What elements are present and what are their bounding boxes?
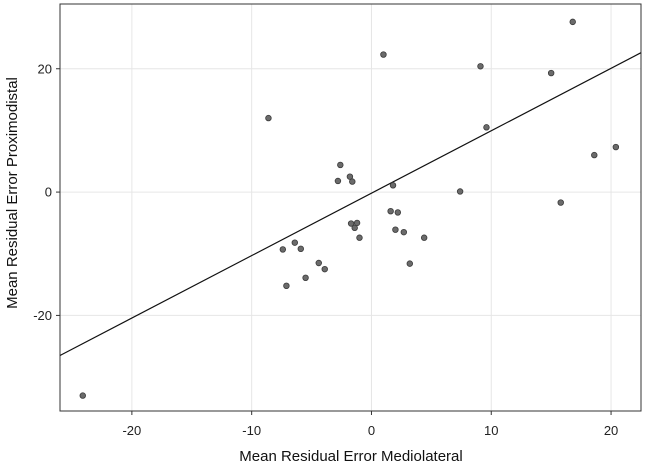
y-axis: -20 0 20 xyxy=(33,61,60,323)
data-point xyxy=(347,220,355,227)
data-point xyxy=(380,51,387,58)
data-point xyxy=(291,239,298,246)
data-point xyxy=(302,274,309,281)
data-point xyxy=(387,207,394,215)
data-point xyxy=(315,259,322,267)
data-point xyxy=(334,177,342,185)
data-point xyxy=(353,219,361,227)
y-axis-title: Mean Residual Error Proximodistal xyxy=(4,77,21,309)
data-point xyxy=(321,265,328,273)
data-point xyxy=(557,199,564,206)
data-point xyxy=(349,178,356,185)
data-point xyxy=(400,228,408,236)
regression-line xyxy=(59,52,642,357)
data-point xyxy=(547,69,555,77)
x-tick-label: 10 xyxy=(484,423,498,438)
data-point xyxy=(351,224,358,232)
data-point xyxy=(420,234,428,241)
data-point xyxy=(79,392,86,399)
x-tick-label: 20 xyxy=(604,423,618,438)
data-points xyxy=(79,18,620,399)
x-tick-label: 0 xyxy=(368,423,375,438)
data-point xyxy=(569,18,576,26)
data-point xyxy=(612,143,620,151)
data-point xyxy=(389,182,397,189)
data-point xyxy=(265,114,272,122)
data-point xyxy=(483,124,490,131)
data-point xyxy=(297,245,304,253)
plot-area-frame xyxy=(59,3,642,412)
x-tick-label: -10 xyxy=(242,423,261,438)
data-point xyxy=(394,209,402,216)
data-point xyxy=(406,260,413,267)
x-axis: -20 -10 0 10 20 xyxy=(122,411,618,438)
y-tick-label: 0 xyxy=(45,185,52,200)
data-point xyxy=(591,151,598,159)
data-point xyxy=(477,63,484,70)
data-point xyxy=(337,161,344,169)
data-point xyxy=(392,226,399,233)
data-point xyxy=(356,234,363,241)
x-tick-label: -20 xyxy=(122,423,141,438)
grid-lines xyxy=(60,4,641,411)
data-point xyxy=(283,282,290,290)
data-point xyxy=(456,188,464,195)
x-axis-title: Mean Residual Error Mediolateral xyxy=(239,448,462,465)
y-tick-label: -20 xyxy=(33,308,52,323)
data-point xyxy=(279,246,287,253)
data-point xyxy=(346,173,354,180)
y-tick-label: 20 xyxy=(38,61,52,76)
